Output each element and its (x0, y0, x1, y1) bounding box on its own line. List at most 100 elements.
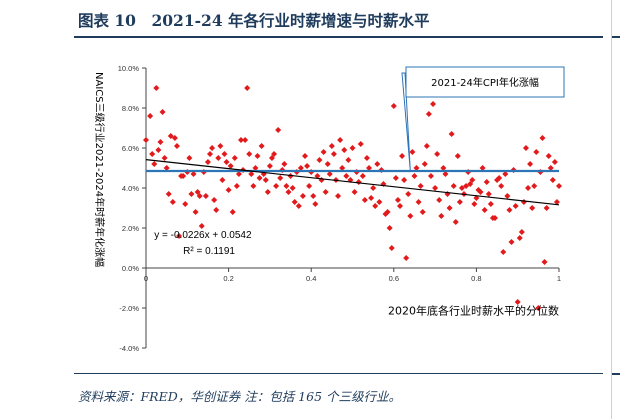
data-point (167, 133, 174, 139)
data-point (343, 173, 350, 179)
data-point (157, 139, 164, 145)
data-point (442, 171, 449, 177)
data-point (345, 157, 352, 163)
data-point (318, 177, 325, 183)
callout-pointer (401, 72, 411, 172)
data-point (446, 205, 453, 211)
data-point (411, 173, 418, 179)
data-point (502, 171, 509, 177)
data-point (543, 205, 550, 211)
data-point (506, 207, 513, 213)
data-point (225, 187, 232, 193)
data-point (229, 209, 236, 215)
data-point (198, 223, 205, 229)
data-point (266, 163, 273, 169)
data-point (337, 137, 344, 143)
data-point (372, 203, 379, 209)
data-point (326, 171, 333, 177)
y-tick-label: 0.0% (122, 264, 139, 273)
data-point (233, 183, 240, 189)
data-point (306, 183, 313, 189)
trend-equation: y = -0.0226x + 0.0542 (154, 230, 252, 241)
data-point (171, 135, 178, 141)
y-tick-label: 6.0% (122, 144, 139, 153)
x-tick-label: 0.2 (223, 274, 233, 283)
data-point (518, 229, 525, 235)
data-point (215, 155, 222, 161)
data-point (246, 151, 253, 157)
data-point (512, 203, 519, 209)
x-tick-label: 0.4 (306, 274, 316, 283)
data-point (450, 183, 457, 189)
data-point (545, 153, 552, 159)
y-tick-label: -2.0% (119, 304, 139, 313)
data-point (553, 199, 560, 205)
data-point (235, 171, 242, 177)
data-point (539, 135, 546, 141)
data-point (421, 161, 428, 167)
y-tick-label: -4.0% (119, 344, 139, 353)
data-point (169, 199, 176, 205)
data-point (436, 197, 443, 203)
title-rule (74, 36, 603, 38)
data-point (531, 183, 538, 189)
data-point (467, 181, 474, 187)
page-edge-rule (612, 373, 620, 375)
data-point (304, 163, 311, 169)
data-point (463, 183, 470, 189)
data-point (432, 185, 439, 191)
x-axis: 0 0.2 0.4 0.6 0.8 1 (144, 267, 561, 283)
data-point (456, 199, 463, 205)
data-point (209, 145, 216, 151)
data-point (500, 249, 507, 255)
data-point (283, 183, 290, 189)
data-point (498, 183, 505, 189)
x-axis-label: 2020年底各行业时薪水平的分位数 (388, 303, 559, 317)
data-point (322, 189, 329, 195)
data-point (533, 149, 540, 155)
data-point (250, 183, 257, 189)
data-point (262, 177, 269, 183)
data-point (252, 165, 259, 171)
data-point (427, 173, 434, 179)
data-point (370, 185, 377, 191)
trend-line (145, 159, 560, 206)
data-point (394, 197, 401, 203)
data-point (143, 137, 149, 143)
data-point (376, 199, 383, 205)
source-rule (74, 373, 603, 374)
data-point (299, 193, 306, 199)
data-point (161, 155, 168, 161)
data-point (357, 141, 364, 147)
x-tick-label: 0.8 (471, 274, 481, 283)
y-tick-label: 8.0% (122, 104, 139, 113)
data-point (471, 201, 478, 207)
data-point (479, 165, 486, 171)
data-point (271, 151, 278, 157)
data-point (485, 191, 492, 197)
data-point (351, 189, 358, 195)
data-point (384, 209, 391, 215)
data-point (277, 175, 284, 181)
data-point (155, 147, 162, 153)
data-point (163, 165, 170, 171)
data-point (549, 177, 556, 183)
data-point (190, 171, 197, 177)
data-point (223, 159, 230, 165)
data-point (481, 207, 488, 213)
trend-r-squared: R² = 0.1191 (183, 246, 235, 257)
cpi-callout: 2021-24年CPI年化涨幅 (401, 66, 565, 172)
data-point (405, 191, 412, 197)
data-point (242, 137, 249, 143)
data-point (295, 203, 302, 209)
data-point (149, 151, 156, 157)
data-point (525, 185, 532, 191)
x-tick-label: 1 (557, 274, 561, 283)
data-point (159, 109, 166, 115)
data-point (504, 193, 511, 199)
data-point (419, 209, 426, 215)
data-point (211, 197, 218, 203)
data-point (330, 151, 337, 157)
data-point (147, 113, 154, 119)
data-point (415, 199, 422, 205)
